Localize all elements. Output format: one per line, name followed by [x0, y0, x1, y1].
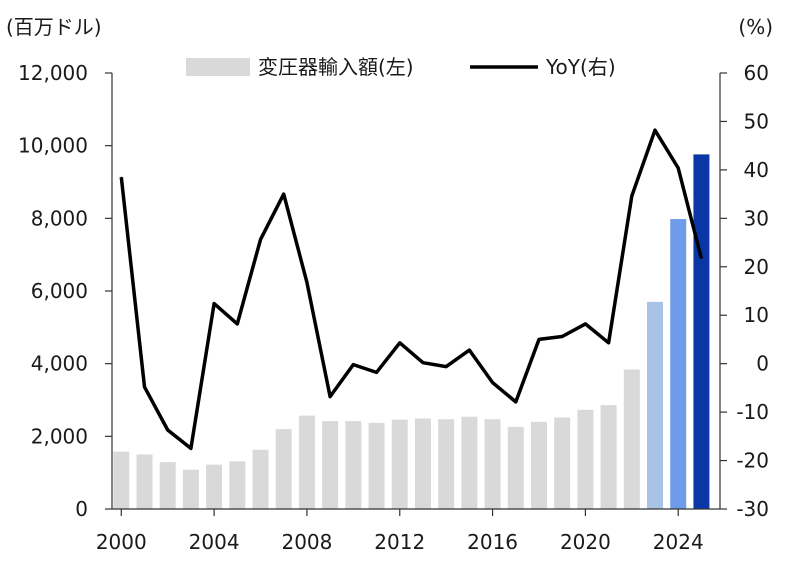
x-tick-label: 2016 [467, 530, 518, 554]
bar-2010 [345, 421, 362, 509]
bar-2015 [461, 416, 478, 509]
bar-2016 [484, 419, 501, 509]
yoy-line [119, 128, 704, 451]
left-tick-label: 8,000 [31, 206, 88, 230]
bar-2014 [438, 419, 455, 509]
x-tick-label: 2012 [374, 530, 425, 554]
x-tick-label: 2020 [560, 530, 611, 554]
yoy-point-2007 [283, 193, 285, 195]
yoy-point-2020 [584, 323, 586, 325]
yoy-point-2018 [538, 338, 540, 340]
right-tick-label: 50 [744, 109, 769, 133]
right-tick-label: 30 [744, 206, 769, 230]
bar-2007 [275, 429, 292, 509]
yoy-point-2009 [329, 396, 331, 398]
yoy-point-2013 [422, 362, 424, 364]
bar-2011 [368, 422, 385, 509]
bar-2008 [298, 415, 315, 509]
left-tick-label: 2,000 [31, 424, 88, 448]
right-tick-label: 20 [744, 255, 769, 279]
legend-label-yoy: YoY(右) [545, 55, 616, 79]
right-tick-label: -30 [736, 497, 769, 521]
right-tick-label: 10 [744, 303, 769, 327]
line-series [119, 128, 704, 451]
bar-2019 [554, 417, 571, 509]
left-tick-label: 6,000 [31, 279, 88, 303]
bar-2024 [670, 219, 687, 509]
left-tick-label: 10,000 [18, 134, 88, 158]
yoy-point-2001 [143, 386, 145, 388]
x-tick-label: 2004 [189, 530, 240, 554]
yoy-point-2005 [236, 323, 238, 325]
right-tick-label: 40 [744, 158, 769, 182]
yoy-point-2019 [561, 336, 563, 338]
bar-2018 [530, 421, 547, 509]
yoy-point-2004 [213, 303, 215, 305]
bar-2022 [623, 369, 640, 509]
legend-swatch-imports [186, 58, 250, 76]
yoy-point-2021 [608, 342, 610, 344]
bar-2017 [507, 426, 524, 509]
bar-2004 [206, 464, 223, 509]
yoy-point-2023 [654, 129, 656, 131]
bar-2000 [113, 451, 130, 509]
right-axis-unit: (%) [738, 15, 773, 39]
bar-2025 [693, 154, 710, 510]
left-tick-label: 0 [75, 497, 88, 521]
bar-2023 [647, 301, 664, 509]
right-tick-label: 0 [756, 352, 769, 376]
x-tick-label: 2008 [281, 530, 332, 554]
yoy-point-2008 [306, 281, 308, 283]
yoy-point-2024 [677, 167, 679, 169]
yoy-point-2012 [399, 342, 401, 344]
legend-label-imports: 変圧器輸入額(左) [258, 55, 414, 79]
bar-2020 [577, 409, 594, 509]
x-tick-label: 2024 [653, 530, 704, 554]
bar-2003 [182, 469, 199, 509]
yoy-point-2000 [120, 176, 122, 178]
right-tick-label: 60 [744, 61, 769, 85]
left-axis-unit: (百万ドル) [6, 15, 102, 39]
yoy-point-2016 [492, 382, 494, 384]
yoy-point-2014 [445, 366, 447, 368]
yoy-point-2003 [190, 447, 192, 449]
legend: 変圧器輸入額(左) YoY(右) [186, 55, 616, 79]
bar-2001 [136, 454, 153, 509]
bar-2009 [322, 421, 339, 509]
right-tick-label: -20 [736, 449, 769, 473]
yoy-point-2022 [631, 195, 633, 197]
yoy-point-2025 [700, 258, 702, 260]
tick-labels: 0 2,000 4,000 6,000 8,000 10,000 12,000 -30 -20 -… [18, 61, 769, 554]
yoy-point-2017 [515, 401, 517, 403]
bar-series [113, 154, 710, 510]
yoy-point-2002 [167, 429, 169, 431]
bar-2021 [600, 405, 617, 509]
yoy-point-2011 [376, 371, 378, 373]
bar-2006 [252, 449, 269, 509]
bar-2002 [159, 462, 176, 509]
bar-2012 [391, 419, 408, 509]
bar-2005 [229, 461, 246, 509]
left-tick-label: 4,000 [31, 352, 88, 376]
right-tick-label: -10 [736, 400, 769, 424]
yoy-point-2015 [468, 349, 470, 351]
axes [105, 72, 727, 516]
yoy-point-2006 [260, 239, 262, 241]
left-tick-label: 12,000 [18, 61, 88, 85]
bar-2013 [414, 418, 431, 509]
yoy-point-2010 [352, 364, 354, 366]
x-tick-label: 2000 [96, 530, 147, 554]
